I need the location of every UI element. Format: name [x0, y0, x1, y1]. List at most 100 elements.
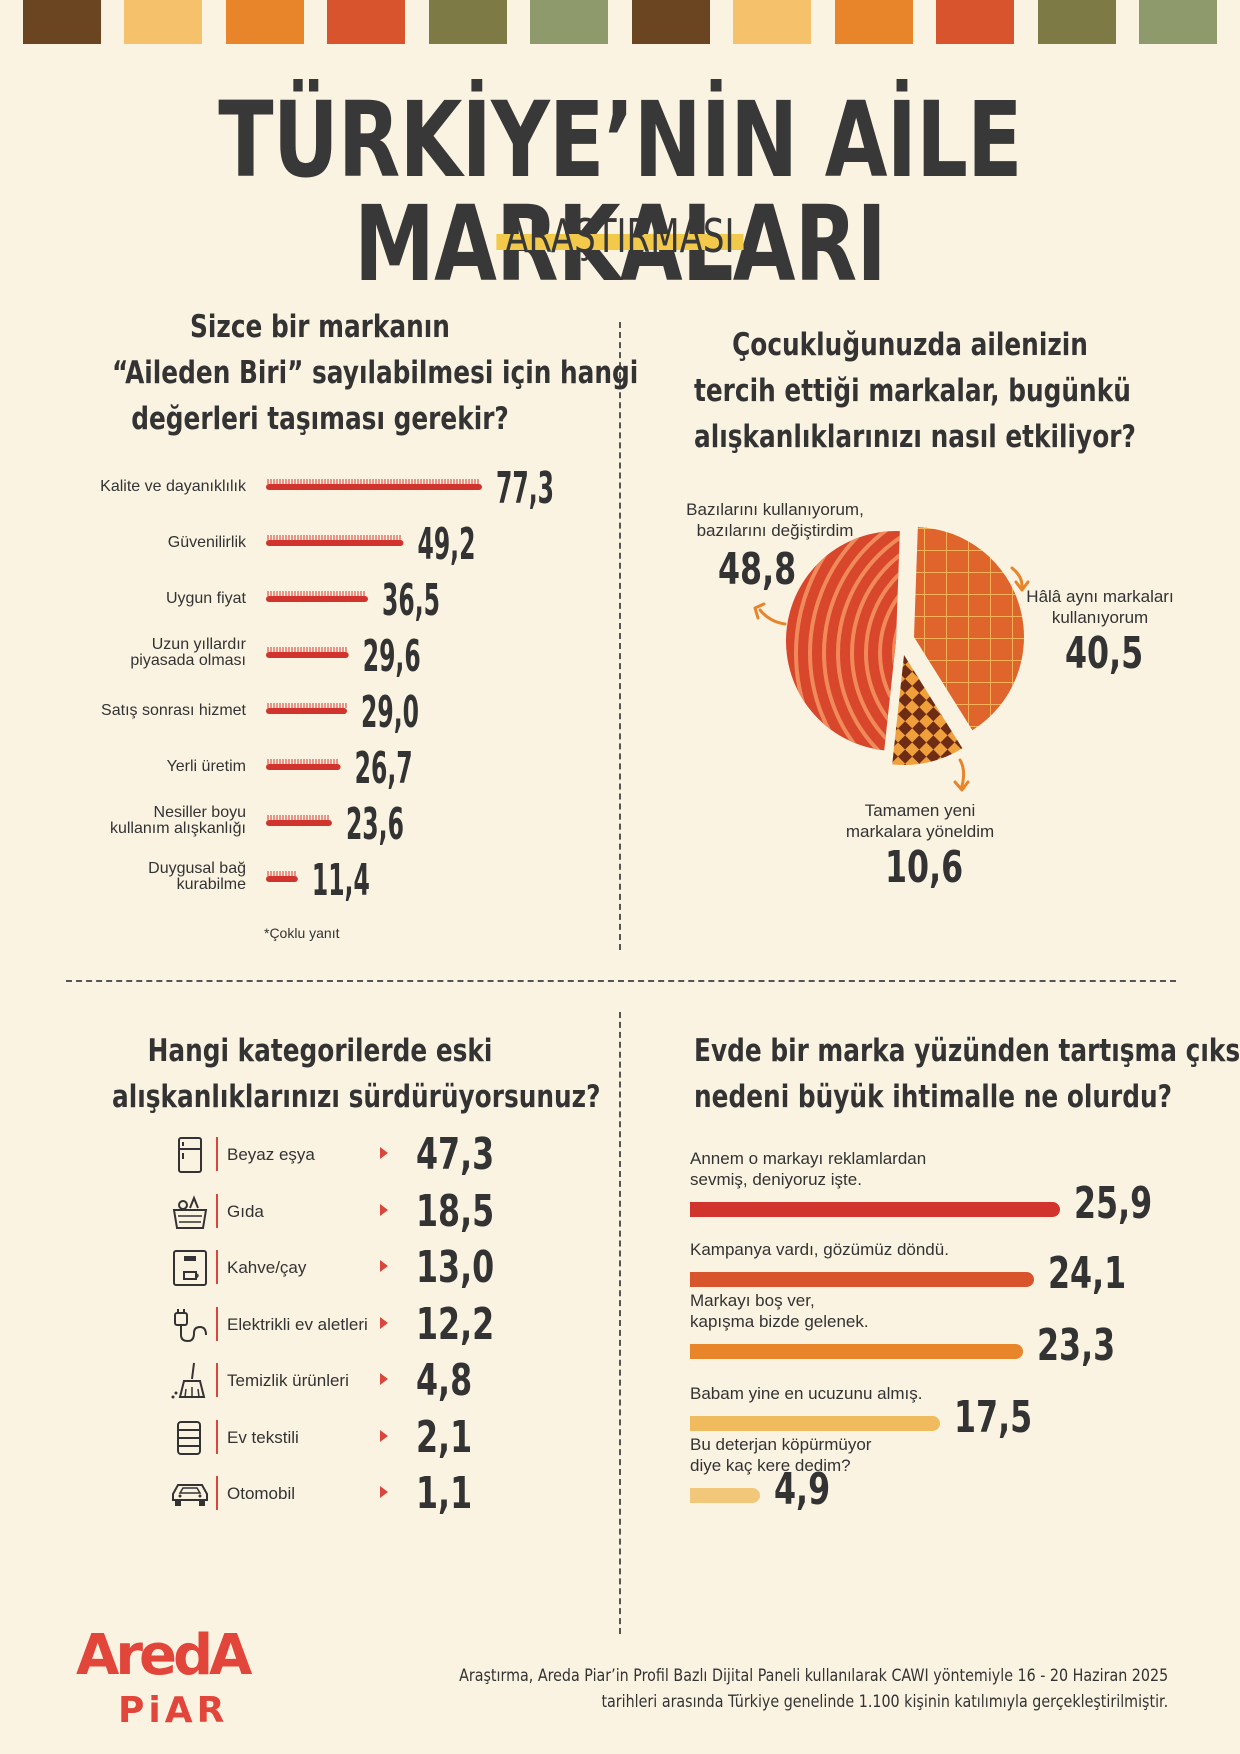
q1-value-label: 49,2 [417, 519, 475, 570]
pie-arrow-left [758, 608, 787, 626]
q1-category-label: kullanım alışkanlığı [110, 820, 246, 837]
car-icon [172, 1484, 208, 1506]
page-title: TÜRKİYE’NİN AİLE MARKALARI [218, 79, 1022, 305]
q3-separator [216, 1363, 218, 1397]
pie-arrow-bottom [958, 758, 966, 788]
q1-category-label: Uygun fiyat [166, 590, 247, 607]
pie-slice [914, 527, 1024, 731]
q4-value-label: 24,1 [1048, 1248, 1127, 1299]
q1-bar-ticks [267, 479, 479, 484]
q3-separator [216, 1193, 218, 1228]
q3-value-label: 4,8 [416, 1355, 473, 1406]
strip-swatch [23, 0, 101, 44]
q3-separator [216, 1419, 218, 1454]
q4-category-label: Annem o markayı reklamlardan sevmiş, deni… [690, 1149, 927, 1189]
q1-bar-chart: Kalite ve dayanıklılık 77,3 Güvenilirlik 49… [100, 463, 554, 906]
q4-bar [690, 1272, 1035, 1287]
arrow-right-icon [380, 1486, 388, 1498]
q4-value-label: 23,3 [1036, 1320, 1116, 1371]
arrow-right-icon [380, 1147, 388, 1159]
arrow-right-icon [380, 1373, 388, 1385]
pie-arrow-bottom-head [953, 780, 970, 792]
q1-bar [266, 484, 482, 490]
strip-swatch [428, 0, 507, 44]
arrow-right-icon [380, 1260, 388, 1272]
vertical-divider-top [619, 322, 621, 950]
q1-bar-ticks [267, 535, 401, 540]
strip-swatch [834, 0, 913, 44]
arrow-right-icon [380, 1203, 388, 1216]
q3-value-label: 18,5 [416, 1185, 495, 1237]
q2-title: Çocukluğunuzda ailenizin tercih ettiği m… [694, 327, 1136, 455]
pie-label-3: Tamamen yeni markalara yöneldim [845, 801, 995, 841]
horizontal-divider [66, 980, 1176, 982]
strip-swatch [1138, 0, 1217, 44]
strip-swatch [631, 0, 710, 44]
stripe-ring [822, 531, 900, 751]
food-basket-icon [172, 1194, 208, 1229]
arrow-right-icon [380, 1429, 388, 1442]
q4-category-label: Markayı boş ver, kapışma bizde gelenek. [690, 1291, 869, 1331]
q1-value-label: 77,3 [496, 463, 554, 514]
q3-category-label: Kahve/çay [227, 1258, 307, 1277]
q4-category-label: Bu deterjan köpürmüyor diye kaç kere dedi… [690, 1435, 872, 1475]
q1-bar [266, 652, 349, 658]
q3-value-label: 12,2 [416, 1298, 495, 1350]
q1-category-label: Güvenilirlik [168, 534, 247, 551]
q4-value-label: 4,9 [774, 1464, 831, 1515]
pie-value-3: 10,6 [885, 842, 964, 893]
q4-bar [690, 1344, 1023, 1359]
q1-bar-ticks [267, 703, 347, 708]
q1-title: Sizce bir markanın “Aileden Biri” sayıla… [112, 309, 639, 437]
q4-value-label: 25,9 [1074, 1178, 1153, 1229]
q1-bar-ticks [267, 871, 296, 876]
q2-pie-chart [753, 527, 1030, 792]
q3-value-label: 2,1 [416, 1411, 473, 1463]
footer-note: Araştırma, Areda Piar’in Profil Bazlı Di… [458, 1666, 1168, 1712]
q4-category-label: Babam yine en ucuzunu almış. [690, 1384, 923, 1403]
q1-category-label: Satış sonrası hizmet [101, 702, 247, 719]
stripe-ring [878, 555, 900, 751]
pie-label-2: Hâlâ aynı markaları kullanıyorum [1026, 587, 1174, 627]
q3-value-label: 1,1 [416, 1468, 473, 1519]
q1-category-label: Yerli üretim [167, 758, 246, 775]
q1-bar-ticks [267, 759, 338, 764]
page-subtitle: ARAŞTIRMASI [0, 213, 1240, 259]
q1-value-label: 26,7 [355, 743, 413, 794]
q3-separator [216, 1306, 218, 1341]
q3-category-label: Temizlik ürünleri [227, 1371, 349, 1390]
q1-category-label: Uzun yıllardır [152, 636, 247, 653]
q4-category-label: Kampanya vardı, gözümüz döndü. [690, 1240, 949, 1259]
pie-slice [892, 655, 963, 765]
arrow-right-icon [380, 1316, 388, 1329]
q1-value-label: 36,5 [382, 575, 440, 626]
q4-bar [690, 1202, 1060, 1217]
q3-separator [216, 1476, 218, 1510]
q1-value-label: 23,6 [346, 799, 404, 850]
q3-separator [216, 1250, 218, 1284]
pie-slice-stripes [785, 531, 900, 751]
strip-swatch [124, 0, 203, 44]
q3-title: Hangi kategorilerde eski alışkanlıkların… [112, 1033, 601, 1115]
pie-label-1: Bazılarını kullanıyorum, bazılarını deği… [686, 500, 864, 540]
q1-bar [266, 876, 298, 882]
q1-value-label: 29,0 [361, 687, 419, 738]
logo-graphic: AredA PiAR [76, 1623, 257, 1731]
vertical-divider-bottom [619, 1012, 621, 1634]
pie-arrow-right [1010, 566, 1024, 588]
q1-footnote: *Çoklu yanıt [264, 925, 340, 941]
coffee-machine-icon [173, 1250, 207, 1286]
q1-category-label: piyasada olması [130, 652, 246, 669]
q3-category-label: Ev tekstili [227, 1427, 299, 1447]
strip-swatch [1037, 0, 1116, 44]
q4-bar [690, 1416, 940, 1431]
q4-value-label: 17,5 [954, 1392, 1033, 1443]
strip-swatch [733, 0, 812, 44]
q4-bar [690, 1488, 760, 1503]
q1-category-label: Duygusal bağ [148, 860, 246, 877]
stripe-ring [864, 541, 900, 751]
towels-icon [177, 1420, 201, 1455]
strip-swatch [225, 0, 304, 44]
q1-bar [266, 596, 368, 602]
q1-category-label: kurabilme [177, 876, 246, 893]
